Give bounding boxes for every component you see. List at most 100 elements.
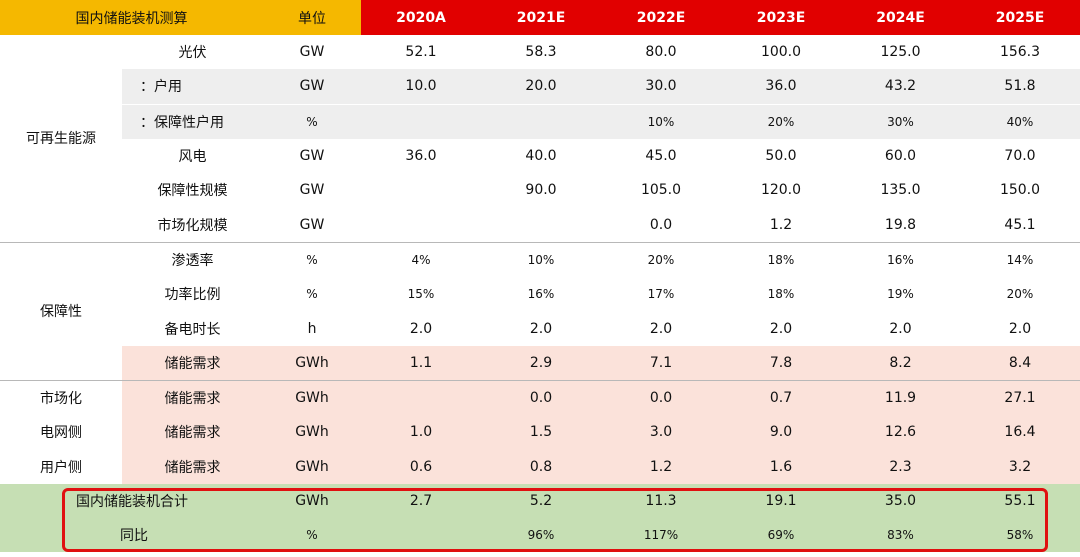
row-label: 储能需求 bbox=[122, 449, 263, 484]
row-label: 风电 bbox=[178, 149, 207, 166]
table-row: 电网侧 储能需求 GWh 1.0 1.5 3.0 9.0 12.6 16.4 bbox=[0, 415, 1080, 450]
cell: 83% bbox=[841, 518, 960, 553]
cell: 2.0 bbox=[529, 320, 553, 337]
cell: 20.0 bbox=[481, 69, 601, 105]
cell bbox=[361, 104, 481, 139]
yoy-label: 同比 bbox=[0, 518, 263, 553]
row-unit: GWh bbox=[263, 379, 361, 416]
table-row: 保障性规模 GW 90.0 105.0 120.0 135.0 150.0 bbox=[0, 173, 1080, 207]
row-label: 储能需求 bbox=[122, 415, 263, 450]
row-unit: GWh bbox=[263, 415, 361, 450]
table-row: ：户用 GW 10.0 20.0 30.0 36.0 43.2 51.8 bbox=[0, 69, 1080, 105]
cell: 19.1 bbox=[721, 483, 841, 519]
yoy-label-text: 同比 bbox=[120, 528, 148, 545]
year-header: 2022E bbox=[601, 0, 721, 35]
cell: 135.0 bbox=[880, 182, 921, 199]
cell: 27.1 bbox=[960, 379, 1080, 416]
row-label: ：保障性户用 bbox=[122, 104, 263, 139]
table-row: 用户侧 储能需求 GWh 0.6 0.8 1.2 1.6 2.3 3.2 bbox=[0, 449, 1080, 484]
year-header: 2023E bbox=[721, 0, 841, 35]
yoy-row: 同比 % 96% 117% 69% 83% 58% bbox=[0, 518, 1080, 553]
cell: 12.6 bbox=[841, 415, 960, 450]
cell: 0.0 bbox=[601, 379, 721, 416]
row-unit: % bbox=[263, 104, 361, 139]
cell bbox=[481, 104, 601, 139]
cell: 16.4 bbox=[960, 415, 1080, 450]
table-row: 保障性 渗透率 % 4% 10% 20% 18% 16% 14% bbox=[0, 241, 1080, 381]
table-row: 市场化 储能需求 GWh 0.0 0.0 0.7 11.9 27.1 bbox=[0, 379, 1080, 416]
cell: 10.0 bbox=[361, 69, 481, 105]
cell bbox=[361, 207, 481, 242]
cell: 52.1 bbox=[405, 44, 437, 61]
cell: 19.8 bbox=[884, 216, 917, 233]
cell: 36.0 bbox=[721, 69, 841, 105]
cell: 1.6 bbox=[721, 449, 841, 484]
cell bbox=[361, 379, 481, 416]
cell: 55.1 bbox=[960, 483, 1080, 519]
cell: 0.8 bbox=[481, 449, 601, 484]
cell: 10% bbox=[481, 241, 601, 278]
cell: 17% bbox=[647, 287, 675, 302]
cell: 1.2 bbox=[769, 216, 793, 233]
cell: 150.0 bbox=[999, 182, 1041, 199]
row-label: 市场化规模 bbox=[157, 217, 228, 234]
cell: 45.1 bbox=[1004, 216, 1036, 233]
cell: 58.3 bbox=[525, 44, 557, 61]
cell: 11.9 bbox=[841, 379, 960, 416]
group-label-user: 用户侧 bbox=[40, 459, 82, 476]
cell: 2.0 bbox=[649, 320, 673, 337]
cell: 7.1 bbox=[601, 345, 721, 381]
row-unit: GWh bbox=[263, 449, 361, 484]
row-label: 渗透率 bbox=[122, 241, 263, 278]
cell: 7.8 bbox=[721, 345, 841, 381]
table-row: ：保障性户用 % 10% 20% 30% 40% bbox=[0, 104, 1080, 139]
cell: 1.0 bbox=[361, 415, 481, 450]
group-label-renewable: 可再生能源 bbox=[26, 131, 96, 148]
row-label: 储能需求 bbox=[122, 345, 263, 381]
cell: 1.1 bbox=[361, 345, 481, 381]
cell: 51.8 bbox=[960, 69, 1080, 105]
cell: 117% bbox=[601, 518, 721, 553]
cell bbox=[361, 518, 481, 553]
cell: 3.2 bbox=[960, 449, 1080, 484]
row-label: 功率比例 bbox=[164, 287, 221, 304]
row-unit: GW bbox=[299, 44, 325, 61]
cell: 30% bbox=[841, 104, 960, 139]
cell: 2.0 bbox=[1008, 320, 1032, 337]
cell: 8.2 bbox=[841, 345, 960, 381]
year-header: 2025E bbox=[960, 0, 1080, 35]
cell: 40% bbox=[960, 104, 1080, 139]
cell: 2.7 bbox=[361, 483, 481, 519]
cell: 2.3 bbox=[841, 449, 960, 484]
table-row: 备电时长 h 2.0 2.0 2.0 2.0 2.0 2.0 bbox=[0, 311, 1080, 345]
row-unit: % bbox=[263, 241, 361, 278]
cell: 100.0 bbox=[760, 44, 802, 61]
cell: 8.4 bbox=[960, 345, 1080, 381]
cell: 0.6 bbox=[361, 449, 481, 484]
cell: 69% bbox=[721, 518, 841, 553]
group-label-market: 市场化 bbox=[0, 379, 122, 416]
cell: 90.0 bbox=[525, 182, 557, 199]
table-row: 市场化规模 GW 0.0 1.2 19.8 45.1 bbox=[0, 207, 1080, 242]
cell: 11.3 bbox=[601, 483, 721, 519]
cell: 36.0 bbox=[405, 148, 437, 165]
table-row: 可再生能源 光伏 GW 52.1 58.3 80.0 100.0 125.0 1… bbox=[0, 35, 1080, 147]
cell: 2.0 bbox=[769, 320, 793, 337]
cell: 15% bbox=[407, 287, 435, 302]
cell: 1.2 bbox=[601, 449, 721, 484]
row-label: 储能需求 bbox=[122, 379, 263, 416]
cell: 58% bbox=[960, 518, 1080, 553]
cell bbox=[481, 207, 601, 242]
cell: 50.0 bbox=[765, 148, 797, 165]
cell: 96% bbox=[481, 518, 601, 553]
row-unit: % bbox=[306, 287, 318, 302]
cell: 5.2 bbox=[481, 483, 601, 519]
cell: 0.7 bbox=[721, 379, 841, 416]
cell: 30.0 bbox=[601, 69, 721, 105]
cell: 80.0 bbox=[645, 44, 677, 61]
year-header: 2020A bbox=[361, 0, 481, 35]
cell: 125.0 bbox=[880, 44, 921, 61]
cell: 105.0 bbox=[640, 182, 682, 199]
cell: 70.0 bbox=[1004, 148, 1036, 165]
